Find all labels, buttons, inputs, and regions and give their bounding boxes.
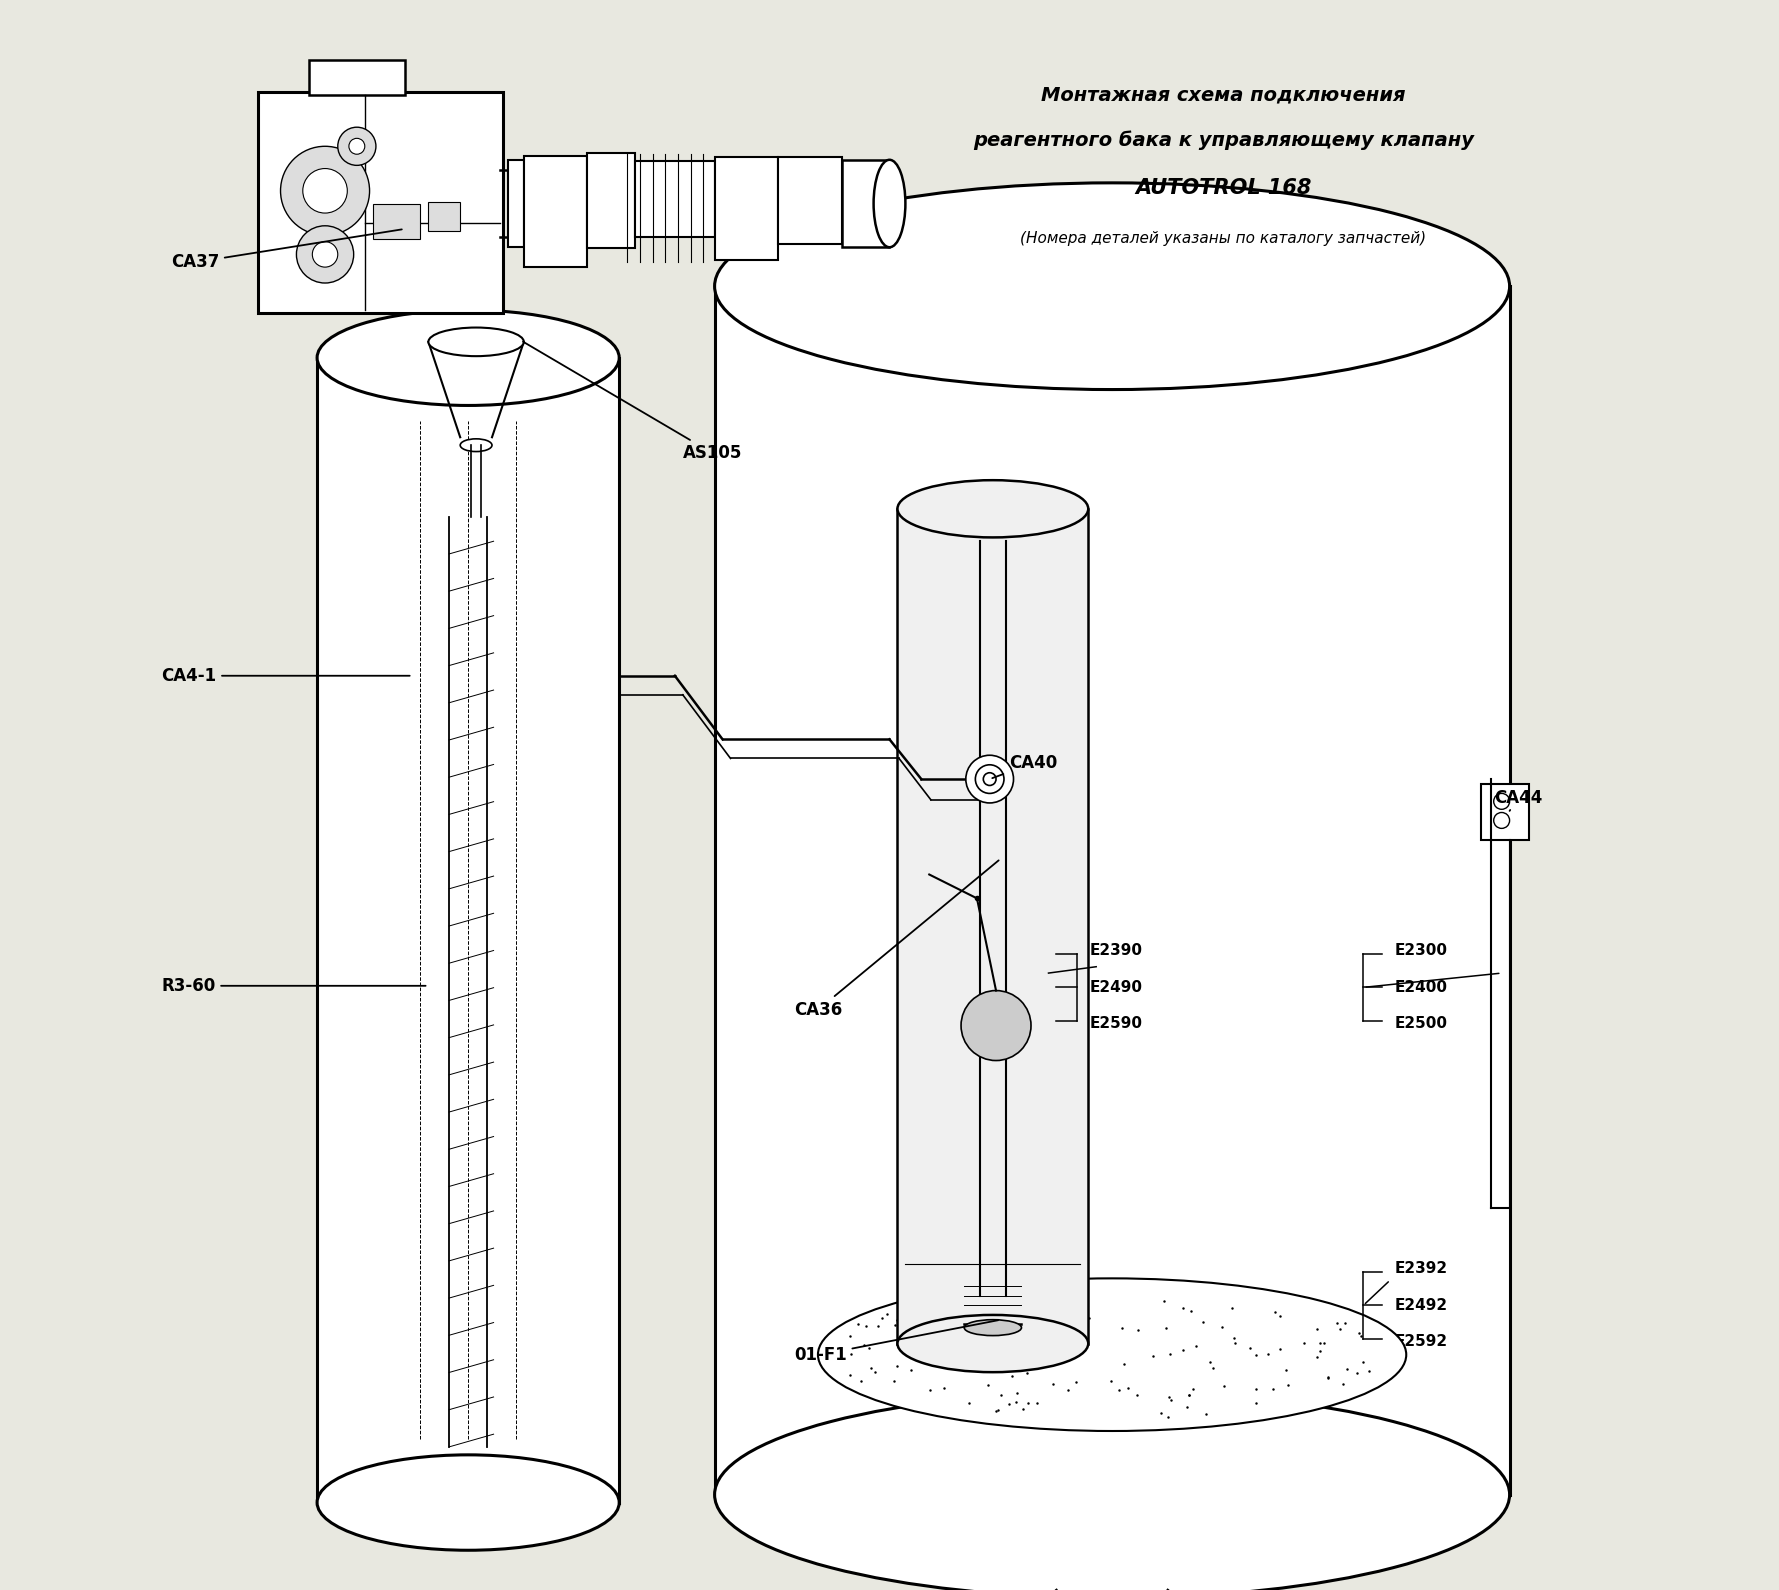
Ellipse shape xyxy=(429,328,523,356)
Bar xyxy=(317,358,619,1503)
Text: AS105: AS105 xyxy=(523,342,742,463)
Bar xyxy=(523,156,587,267)
Text: CA44: CA44 xyxy=(1494,789,1542,811)
Bar xyxy=(777,157,841,245)
Text: 01-F1: 01-F1 xyxy=(793,1320,998,1364)
Text: E2500: E2500 xyxy=(1395,1016,1448,1032)
Circle shape xyxy=(349,138,365,154)
Ellipse shape xyxy=(873,161,906,248)
Text: CA40: CA40 xyxy=(993,754,1057,778)
Circle shape xyxy=(297,226,354,283)
Bar xyxy=(715,286,1510,1495)
Text: Монтажная схема подключения: Монтажная схема подключения xyxy=(1041,86,1405,105)
Ellipse shape xyxy=(317,310,619,405)
Ellipse shape xyxy=(897,480,1089,537)
Text: E2390: E2390 xyxy=(1091,943,1142,959)
Circle shape xyxy=(338,127,375,165)
Ellipse shape xyxy=(461,439,493,452)
Circle shape xyxy=(302,169,347,213)
Ellipse shape xyxy=(964,1320,1021,1336)
Ellipse shape xyxy=(818,1278,1405,1431)
Bar xyxy=(507,161,523,248)
FancyBboxPatch shape xyxy=(258,92,503,313)
Bar xyxy=(635,161,715,237)
Text: E2490: E2490 xyxy=(1091,979,1142,995)
Circle shape xyxy=(966,755,1014,803)
Circle shape xyxy=(961,991,1032,1061)
Circle shape xyxy=(313,242,338,267)
Text: CA37: CA37 xyxy=(171,229,402,272)
Ellipse shape xyxy=(897,1315,1089,1372)
Circle shape xyxy=(984,773,996,785)
Bar xyxy=(715,157,777,261)
Bar xyxy=(310,60,404,95)
Bar xyxy=(374,204,420,238)
Text: реагентного бака к управляющему клапану: реагентного бака к управляющему клапану xyxy=(973,130,1473,149)
Bar xyxy=(897,509,1089,1344)
Text: AUTOTROL 168: AUTOTROL 168 xyxy=(1135,178,1311,197)
Bar xyxy=(429,202,461,231)
Ellipse shape xyxy=(715,183,1510,390)
Ellipse shape xyxy=(715,1391,1510,1590)
Text: E2590: E2590 xyxy=(1091,1016,1142,1032)
Text: E2400: E2400 xyxy=(1395,979,1448,995)
Text: (Номера деталей указаны по каталогу запчастей): (Номера деталей указаны по каталогу запч… xyxy=(1021,231,1427,246)
Bar xyxy=(587,153,635,248)
Ellipse shape xyxy=(317,1455,619,1550)
Text: E2392: E2392 xyxy=(1395,1261,1448,1277)
Text: E2300: E2300 xyxy=(1395,943,1448,959)
Bar xyxy=(841,161,890,248)
Text: CA36: CA36 xyxy=(793,860,998,1019)
Circle shape xyxy=(1494,812,1510,828)
Text: R3-60: R3-60 xyxy=(162,976,425,995)
Circle shape xyxy=(1494,793,1510,809)
Circle shape xyxy=(975,765,1003,793)
Text: CA4-1: CA4-1 xyxy=(162,666,409,685)
Circle shape xyxy=(281,146,370,235)
Text: E2592: E2592 xyxy=(1395,1334,1448,1350)
Text: E2492: E2492 xyxy=(1395,1297,1448,1313)
Bar xyxy=(1480,784,1528,840)
